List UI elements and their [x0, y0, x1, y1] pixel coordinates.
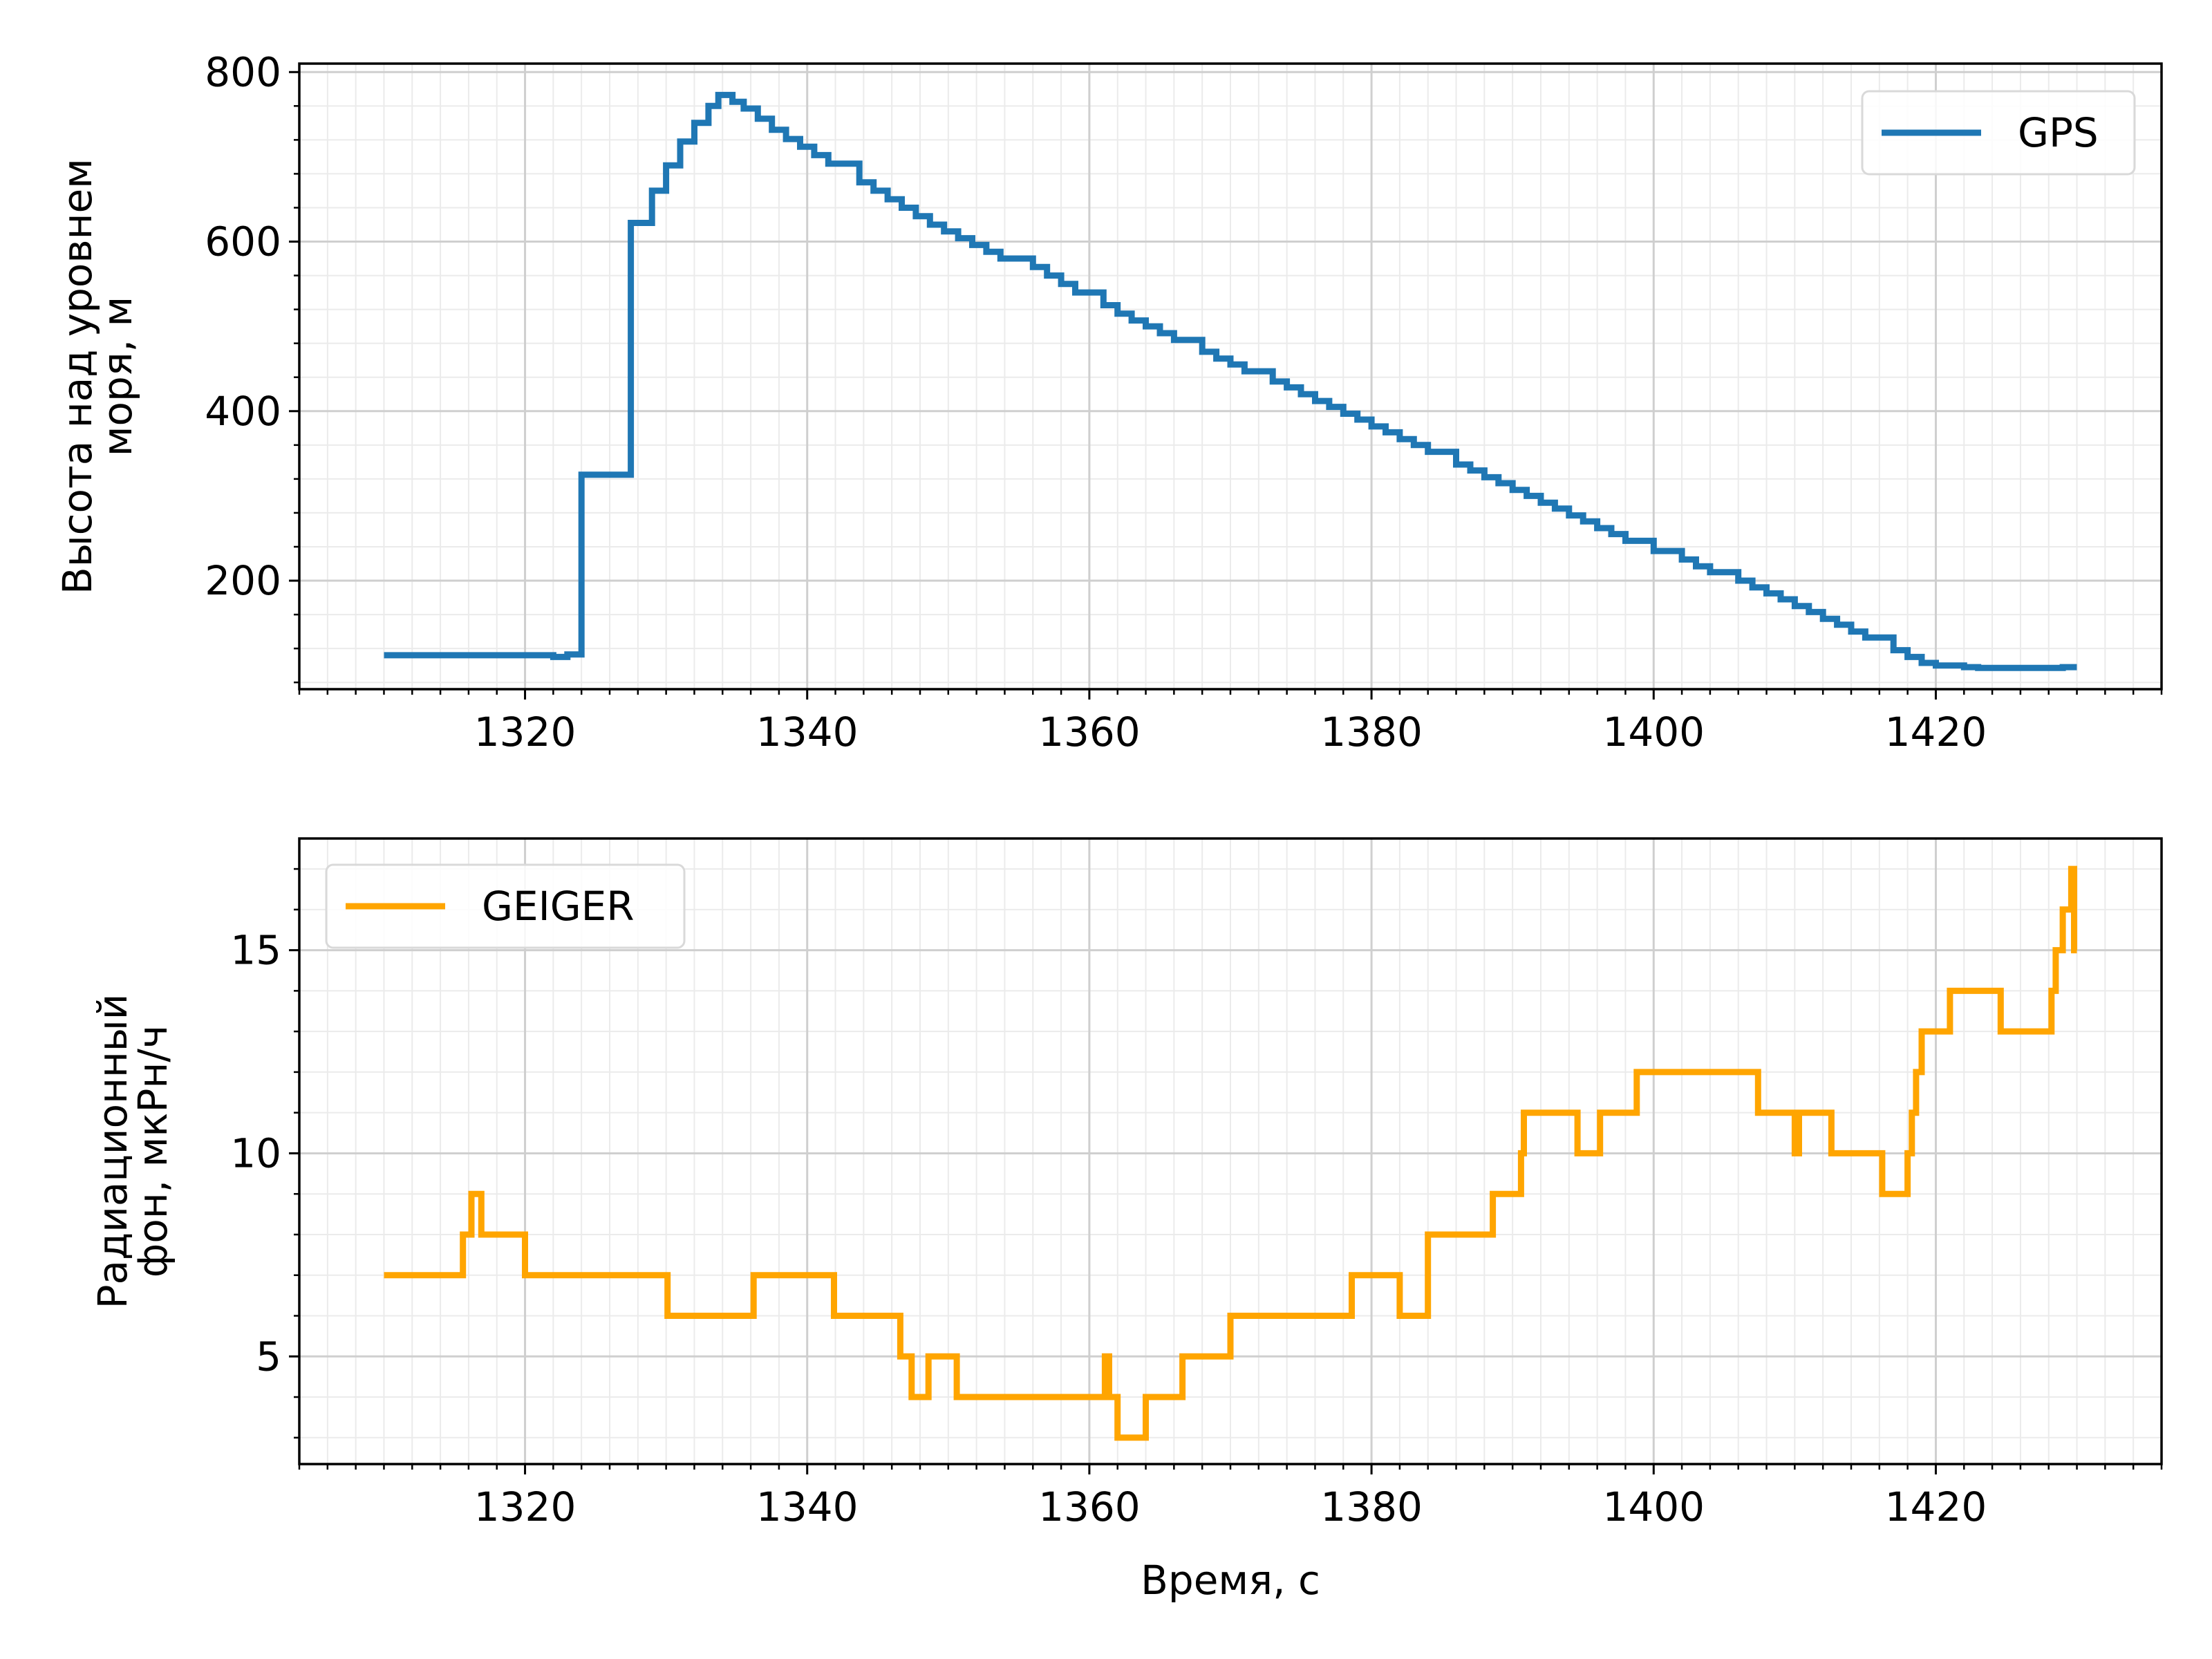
altitude-ytick-label: 800 [205, 48, 281, 95]
altitude-plot-frame [298, 62, 2163, 691]
radiation-ytick-label: 15 [230, 927, 281, 974]
radiation-xtick-label: 1360 [1038, 1483, 1141, 1530]
altitude-ytick-label: 400 [205, 388, 281, 435]
altitude-legend-box [1861, 90, 2136, 176]
radiation-plot-frame [298, 837, 2163, 1465]
altitude-xtick-label: 1360 [1038, 709, 1141, 756]
radiation-legend-box [325, 863, 686, 949]
radiation-xtick-label: 1400 [1602, 1483, 1705, 1530]
radiation-xtick-label: 1420 [1885, 1483, 1987, 1530]
altitude-ylabel-line: Высота над уровнем [54, 158, 101, 594]
altitude-xtick-label: 1320 [474, 709, 577, 756]
altitude-ytick-label: 200 [205, 557, 281, 604]
radiation-series-geiger [384, 865, 2077, 1441]
altitude-ytick-label: 600 [205, 218, 281, 265]
radiation-legend-label: GEIGER [482, 883, 635, 930]
altitude-ylabel-line: моря, м [94, 297, 141, 457]
radiation-ytick-label: 10 [230, 1130, 281, 1177]
altitude-xtick-label: 1340 [756, 709, 859, 756]
altitude-xtick-label: 1400 [1602, 709, 1705, 756]
radiation-legend: GEIGER [325, 863, 686, 949]
radiation-ylabel-line: фон, мкРн/ч [129, 1025, 176, 1277]
altitude-series-gps [384, 91, 2077, 671]
altitude-ylabel: Высота над уровнемморя, м [54, 158, 141, 594]
altitude-major-grid [299, 64, 2162, 689]
altitude-xtick-label: 1420 [1885, 709, 1987, 756]
radiation-xtick-label: 1380 [1320, 1483, 1423, 1530]
radiation-xtick-label: 1340 [756, 1483, 859, 1530]
altitude-legend-label: GPS [2018, 109, 2099, 156]
altitude-xtick-label: 1380 [1320, 709, 1423, 756]
radiation-xlabel: Время, с [1141, 1557, 1320, 1604]
altitude-legend: GPS [1861, 90, 2136, 176]
radiation-xtick-label: 1320 [474, 1483, 577, 1530]
altitude-chart: 1320 1340 1360 1380 1400 1420 200 400 600 800 Высо… [54, 48, 2163, 756]
radiation-minor-grid [299, 838, 2162, 1464]
radiation-chart: 1320 1340 1360 1380 1400 1420 5 10 15 Радиационны… [89, 837, 2163, 1604]
radiation-ylabel-line: Радиационный [89, 994, 136, 1309]
radiation-ytick-label: 5 [256, 1333, 281, 1380]
radiation-ylabel: Радиационныйфон, мкРн/ч [89, 994, 176, 1309]
